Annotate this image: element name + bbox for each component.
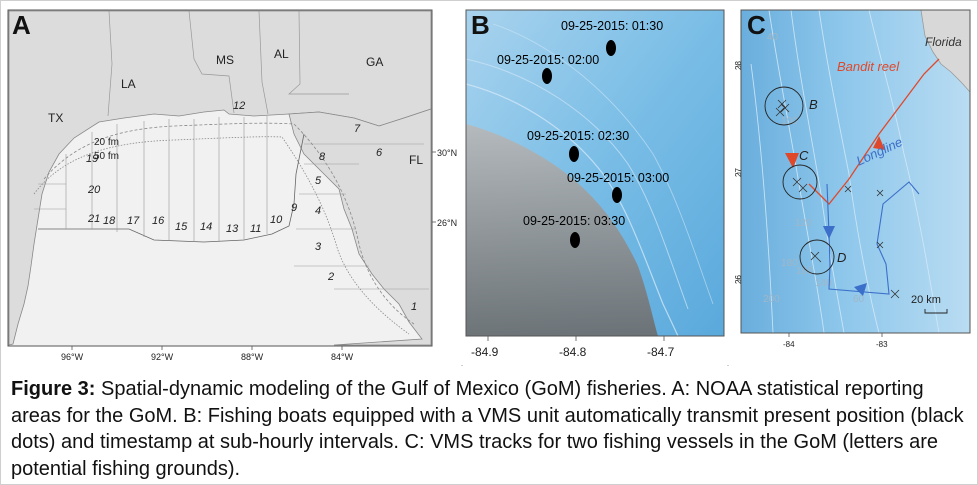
area-number: 3: [315, 241, 322, 253]
contour-label: 120: [795, 218, 812, 229]
area-number: 7: [354, 123, 361, 135]
area-number: 9: [291, 202, 297, 214]
vms-timestamp: 09-25-2015: 03:00: [567, 171, 669, 185]
area-number: 2: [327, 271, 334, 283]
scale-bar-label: 20 km: [911, 294, 941, 306]
state-label: GA: [366, 55, 383, 69]
y-tick-label: 28: [734, 61, 743, 70]
area-number: 21: [87, 213, 100, 225]
fishing-ground-label: D: [837, 250, 846, 265]
latitude-tick: 30°N: [437, 148, 457, 158]
vms-position-dot: [569, 146, 579, 162]
y-tick-label: 26: [734, 275, 743, 284]
contour-label: 100: [781, 116, 798, 127]
fishing-ground-circle: [782, 164, 818, 200]
area-number: 4: [315, 205, 321, 217]
panel-b-vms-positions-map: B 09-25-2015: 01:30 09-25-2015: 02:00 09…: [463, 4, 727, 366]
area-number: 14: [200, 221, 212, 233]
longitude-tick: 96°W: [61, 352, 84, 362]
figure-label: Figure 3:: [11, 378, 96, 400]
area-number: 8: [319, 151, 326, 163]
x-tick-label: -84.7: [647, 345, 675, 359]
bandit-reel-arrow: [873, 136, 885, 150]
area-number: 18: [103, 215, 116, 227]
area-number: 11: [250, 223, 261, 235]
area-number: 20: [87, 184, 101, 196]
vms-timestamp: 09-25-2015: 02:00: [497, 53, 599, 67]
longitude-tick: 88°W: [241, 352, 264, 362]
longline-arrow: [823, 226, 835, 239]
vms-position-dot: [570, 232, 580, 248]
area-number: 5: [315, 175, 322, 187]
area-number: 1: [411, 301, 417, 313]
vms-timestamp: 09-25-2015: 02:30: [527, 129, 629, 143]
fishing-ground-circle: [799, 239, 835, 275]
contour-label: 200: [763, 294, 780, 305]
panel-c-letter: C: [747, 10, 766, 40]
bandit-reel-track: [808, 58, 940, 205]
vms-position-dot: [542, 68, 552, 84]
area-number: 10: [270, 214, 283, 226]
fishing-ground-label: B: [809, 97, 818, 112]
depth-label: 20 fm: [94, 137, 119, 148]
panel-b-letter: B: [471, 10, 490, 40]
contour-label: 60: [853, 294, 865, 305]
vms-position-dot: [606, 40, 616, 56]
state-label: TX: [48, 111, 63, 125]
x-tick-label: -83: [876, 340, 888, 349]
bandit-reel-arrow: [785, 153, 799, 168]
area-number: 16: [152, 215, 165, 227]
vms-timestamp: 09-25-2015: 01:30: [561, 19, 663, 33]
x-tick-label: -84.9: [471, 345, 499, 359]
area-number: 13: [226, 223, 239, 235]
panel-a-letter: A: [12, 10, 31, 40]
state-label: AL: [274, 47, 289, 61]
depth-label: 50 fm: [94, 151, 119, 162]
fishing-ground-label: C: [799, 148, 809, 163]
figure-caption: Figure 3: Spatial-dynamic modeling of th…: [11, 376, 969, 482]
area-number: 17: [127, 215, 140, 227]
state-label: MS: [216, 53, 234, 67]
latitude-tick: 26°N: [437, 218, 457, 228]
longline-arrow: [854, 283, 867, 296]
panel-a-reporting-areas-map: A TX LA MS AL GA FL 20 fm 50 fm 1 2 3 4 …: [4, 4, 461, 366]
area-number: 19: [86, 153, 98, 165]
vms-timestamp: 09-25-2015: 03:30: [523, 214, 625, 228]
longitude-tick: 84°W: [331, 352, 354, 362]
y-tick-label: 27: [734, 168, 743, 177]
contour-label: 160: [796, 266, 813, 277]
figure-caption-text: Spatial-dynamic modeling of the Gulf of …: [11, 378, 964, 480]
longline-track: [826, 181, 920, 295]
x-tick-label: -84.8: [559, 345, 587, 359]
area-number: 15: [175, 221, 188, 233]
contour-label: 40: [767, 32, 779, 43]
vms-position-dot: [612, 187, 622, 203]
longitude-tick: 92°W: [151, 352, 174, 362]
bandit-reel-label: Bandit reel: [837, 59, 900, 74]
x-tick-label: -84: [783, 340, 795, 349]
area-number: 12: [233, 100, 245, 112]
fishing-ground-circle: [764, 86, 804, 126]
state-label: FL: [409, 153, 423, 167]
contour-label: 180: [781, 258, 798, 269]
florida-label: Florida: [925, 35, 962, 49]
figure-panels: A TX LA MS AL GA FL 20 fm 50 fm 1 2 3 4 …: [4, 4, 976, 366]
scale-bar: [924, 309, 948, 314]
panel-c-vms-tracks-map: 40 100 120 180 160 140 200 60 C Florida …: [729, 4, 976, 366]
state-label: LA: [121, 77, 136, 91]
area-number: 6: [376, 147, 383, 159]
contour-label: 140: [815, 278, 832, 289]
